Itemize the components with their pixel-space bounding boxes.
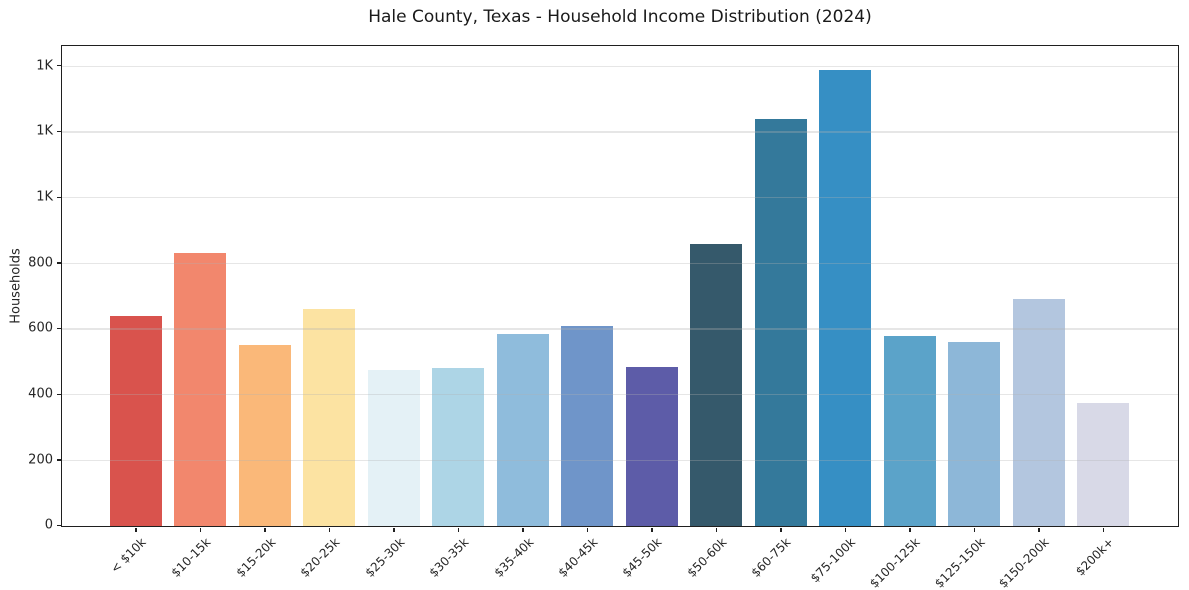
x-tick-mark (973, 527, 976, 532)
y-tick-mark (57, 130, 61, 133)
y-tick-mark (57, 459, 61, 461)
y-tick-mark (57, 524, 61, 527)
bar-$125-150k (948, 342, 1001, 526)
gridline-y-1200 (62, 131, 1178, 133)
bar-$60-75k (754, 118, 807, 526)
y-tick-mark (57, 393, 61, 395)
y-tick-mark (57, 196, 61, 198)
bar-$200k+ (1077, 402, 1130, 526)
y-tick-mark (57, 262, 61, 264)
x-tick-mark (264, 527, 266, 532)
y-tick-mark (57, 327, 61, 330)
x-tick-mark (780, 527, 782, 532)
bar-$15-20k (238, 345, 291, 526)
gridline-y-200 (62, 459, 1178, 461)
x-tick-mark (1102, 527, 1105, 532)
gridline-y-400 (62, 394, 1178, 396)
gridline-y-1400 (62, 65, 1178, 67)
gridline-y-1000 (62, 197, 1178, 199)
x-tick-mark (457, 527, 460, 532)
bar-< $10k (110, 315, 162, 526)
x-tick-mark (393, 527, 395, 532)
bar-$100-125k (883, 335, 936, 526)
bar-$25-30k (367, 370, 420, 526)
y-tick-mark (57, 65, 61, 67)
gridline-y-800 (62, 262, 1178, 264)
x-tick-mark (1038, 527, 1040, 532)
x-tick-mark (522, 527, 524, 532)
bar-$75-100k (819, 69, 872, 526)
x-tick-mark (651, 527, 653, 532)
bar-$40-45k (561, 325, 614, 526)
bar-$150-200k (1012, 299, 1065, 526)
bar-$35-40k (496, 333, 549, 526)
bar-$50-60k (690, 243, 743, 526)
x-tick-mark (909, 527, 911, 532)
bar-$30-35k (432, 368, 485, 526)
x-tick-mark (135, 527, 137, 532)
bar-$45-50k (625, 366, 678, 526)
chart-title: Hale County, Texas - Household Income Di… (368, 7, 872, 27)
x-tick-mark (328, 527, 331, 532)
bar-$20-25k (303, 309, 356, 526)
x-tick-mark (586, 527, 589, 532)
bar-$10-15k (174, 253, 227, 526)
plot-area: 0 200 400 600 800 1K 1K 1K < $10k $10-15k $15-20k $… (28, 45, 1179, 590)
gridline-y-600 (62, 328, 1178, 330)
x-tick-mark (715, 527, 718, 532)
x-tick-mark (199, 527, 202, 532)
x-tick-mark (844, 527, 847, 532)
